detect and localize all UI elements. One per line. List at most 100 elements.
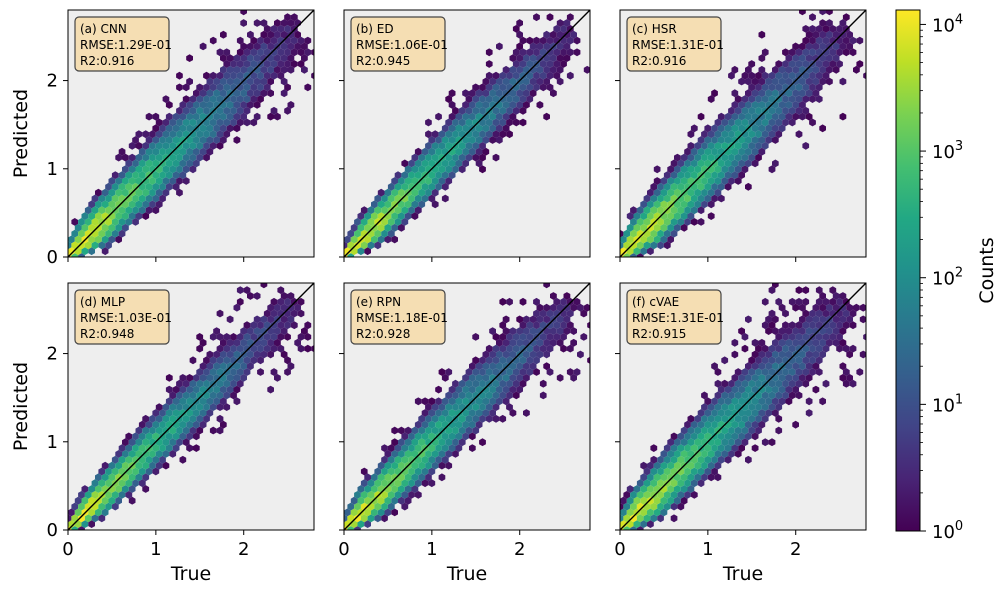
hexbin-cell bbox=[761, 403, 769, 411]
panel-label: (e) RPN bbox=[356, 295, 401, 309]
hexbin-cell bbox=[519, 333, 527, 341]
hexbin-cell bbox=[189, 414, 197, 423]
hexbin-cell bbox=[792, 101, 799, 109]
hexbin-cell bbox=[445, 142, 453, 150]
hexbin-cell bbox=[448, 101, 456, 109]
hexbin-cell bbox=[633, 485, 641, 493]
hexbin-cell bbox=[381, 491, 388, 499]
hexbin-cell bbox=[165, 374, 173, 382]
hexbin-cell bbox=[165, 159, 173, 168]
hexbin-cell bbox=[772, 409, 779, 417]
hexbin-cell bbox=[714, 438, 722, 447]
hexbin-cell bbox=[550, 54, 557, 62]
hexbin-cell bbox=[280, 315, 288, 324]
hexbin-cell bbox=[216, 379, 224, 388]
hexbin-cell bbox=[297, 297, 305, 306]
hexbin-cell bbox=[778, 101, 786, 109]
hexbin-cell bbox=[523, 101, 530, 109]
hexbin-cell bbox=[475, 147, 483, 156]
hexbin-cell bbox=[570, 303, 577, 312]
hexbin-cell bbox=[159, 194, 166, 203]
hexbin-cell bbox=[387, 455, 395, 464]
hexbin-cell bbox=[236, 344, 244, 353]
hexbin-cell bbox=[169, 391, 177, 400]
hexbin-cell bbox=[533, 71, 540, 80]
hexbin-cell bbox=[496, 397, 503, 406]
hexbin-cell bbox=[775, 356, 783, 365]
hexbin-cell bbox=[438, 461, 446, 470]
hexbin-cell bbox=[132, 455, 139, 464]
hexbin-cell bbox=[277, 60, 285, 68]
hexbin-cell bbox=[731, 124, 739, 133]
hexbin-cell bbox=[176, 71, 183, 80]
hexbin-cell bbox=[182, 153, 190, 162]
hexbin-cell bbox=[391, 496, 398, 505]
hexbin-cell bbox=[711, 194, 718, 203]
hexbin-cell bbox=[640, 212, 647, 220]
hexbin-cell bbox=[263, 25, 271, 33]
hexbin-cell bbox=[647, 473, 654, 482]
hexbin-cell bbox=[822, 297, 830, 306]
hexbin-cell bbox=[138, 147, 146, 156]
y-tick-label: 1 bbox=[47, 432, 58, 453]
hexbin-cell bbox=[260, 19, 268, 27]
hexbin-cell bbox=[768, 83, 776, 92]
hexbin-cell bbox=[782, 379, 789, 388]
hexbin-cell bbox=[492, 333, 500, 341]
hexbin-cell bbox=[128, 200, 136, 209]
hexbin-cell bbox=[172, 444, 180, 452]
hexbin-cell bbox=[472, 106, 480, 115]
hexbin-cell bbox=[220, 136, 227, 144]
hexbin-cell bbox=[404, 485, 412, 493]
hexbin-cell bbox=[431, 130, 439, 139]
hexbin-cell bbox=[512, 48, 520, 57]
hexbin-cell bbox=[815, 71, 823, 80]
hexbin-cell bbox=[809, 344, 816, 353]
hexbin-cell bbox=[630, 229, 637, 238]
hexbin-cell bbox=[819, 124, 826, 133]
hexbin-cell bbox=[670, 229, 678, 238]
hexbin-cell bbox=[812, 338, 820, 347]
hexbin-cell bbox=[829, 60, 837, 68]
hexbin-cell bbox=[374, 514, 382, 523]
hexbin-cell bbox=[203, 83, 210, 92]
hexbin-cell bbox=[401, 491, 409, 499]
hexbin-cell bbox=[543, 350, 550, 359]
hexbin-cell bbox=[583, 303, 590, 312]
hexbin-cell bbox=[826, 54, 833, 62]
hexbin-cell bbox=[778, 397, 786, 406]
hexbin-cell bbox=[465, 142, 473, 150]
hexbin-cell bbox=[152, 467, 160, 476]
hexbin-cell bbox=[499, 118, 507, 127]
hexbin-cell bbox=[445, 461, 453, 470]
hexbin-cell bbox=[105, 182, 112, 191]
hexbin-cell bbox=[489, 409, 496, 417]
hexbin-cell bbox=[523, 350, 530, 359]
hexbin-cell bbox=[78, 218, 85, 226]
hexbin-cell bbox=[772, 89, 779, 98]
hexbin-cell bbox=[401, 455, 409, 464]
hexbin-cell bbox=[250, 356, 258, 365]
hexbin-cell bbox=[667, 438, 674, 447]
hexbin-cell bbox=[418, 438, 426, 447]
hexbin-cell bbox=[421, 159, 429, 168]
hexbin-cell bbox=[707, 153, 715, 162]
hexbin-cell bbox=[560, 344, 567, 353]
hexbin-cell bbox=[169, 403, 177, 411]
hexbin-cell bbox=[360, 206, 368, 215]
hexbin-cell bbox=[556, 65, 564, 74]
hexbin-cell bbox=[138, 444, 146, 452]
hexbin-cell bbox=[441, 432, 449, 441]
hexbin-cell bbox=[145, 432, 153, 441]
r2-text: R2:0.916 bbox=[632, 54, 686, 68]
hexbin-cell bbox=[690, 420, 698, 429]
hexbin-cell bbox=[462, 420, 469, 429]
hexbin-cell bbox=[230, 71, 237, 80]
hexbin-cell bbox=[257, 83, 264, 92]
hexbin-cell bbox=[640, 485, 647, 493]
hexbin-cell bbox=[536, 65, 544, 74]
hexbin-cell bbox=[795, 130, 803, 139]
hexbin-cell bbox=[772, 338, 779, 347]
